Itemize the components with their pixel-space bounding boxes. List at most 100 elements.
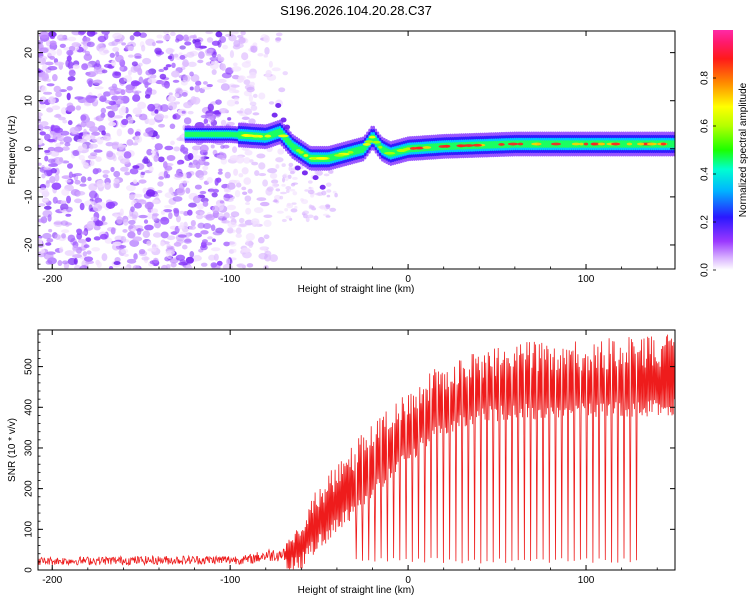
- heatmap-cell: [51, 182, 62, 190]
- heatmap-cell: [113, 87, 123, 94]
- heatmap-cell: [368, 135, 376, 139]
- heatmap-cell: [147, 103, 156, 112]
- heatmap-cell: [139, 32, 147, 38]
- colorbar-tick-label: 0.8: [700, 71, 711, 85]
- heatmap-cell: [252, 93, 258, 98]
- heatmap-cell: [285, 186, 292, 190]
- heatmap-cell: [550, 142, 562, 146]
- snr-xtick-label: -200: [42, 575, 62, 586]
- heatmap-cell: [275, 32, 283, 37]
- heatmap-cell: [241, 116, 250, 121]
- heatmap-cell: [251, 161, 259, 166]
- heatmap-cell: [43, 125, 51, 130]
- heatmap-cell: [223, 194, 234, 199]
- heatmap-cell: [194, 184, 202, 190]
- heatmap-cell: [46, 107, 54, 113]
- heatmap-cell: [250, 105, 258, 111]
- heatmap-cell: [178, 261, 188, 266]
- heatmap-cell: [326, 189, 332, 193]
- heatmap-cell: [231, 131, 235, 138]
- heatmap-cell: [170, 31, 176, 37]
- heatmap-cell: [151, 213, 158, 221]
- heatmap-cell: [247, 188, 253, 194]
- heatmap-cell: [206, 176, 213, 184]
- heatmap-cell: [96, 179, 105, 188]
- heatmap-cell: [131, 211, 139, 219]
- heatmap-cell: [226, 204, 237, 211]
- heatmap-cell: [176, 187, 186, 196]
- heatmap-cell: [157, 181, 164, 187]
- heatmap-cell: [72, 254, 83, 259]
- heatmap-cell: [442, 144, 451, 148]
- heatmap-cell: [65, 206, 73, 213]
- heatmap-cell: [244, 108, 253, 115]
- heatmap-cell: [279, 195, 284, 200]
- heatmap-cell: [290, 208, 298, 213]
- heatmap-cell: [227, 117, 232, 121]
- heatmap-cell: [492, 140, 495, 149]
- heatmap-cell: [187, 110, 194, 115]
- heatmap-cell: [44, 149, 51, 153]
- heatmap-cell: [294, 165, 301, 171]
- heatmap-cell: [107, 110, 115, 118]
- heatmap-cell: [646, 142, 658, 146]
- heatmap-cell: [120, 235, 127, 243]
- heatmap-cell: [77, 96, 87, 104]
- heatmap-cell: [130, 206, 135, 213]
- heatmap-cell: [102, 174, 109, 179]
- heatmap-cell: [620, 140, 623, 148]
- heatmap-cell: [223, 212, 230, 219]
- heatmap-cell: [113, 178, 120, 184]
- heatmap-cell: [432, 143, 435, 151]
- heatmap-cell: [263, 35, 270, 43]
- heatmap-cell: [38, 68, 41, 74]
- spectrogram-xtick-label: -100: [220, 274, 240, 285]
- heatmap-cell: [199, 131, 203, 138]
- heatmap-cell: [198, 51, 205, 59]
- heatmap-cell: [197, 131, 200, 138]
- heatmap-cell: [116, 95, 124, 100]
- heatmap-cell: [165, 263, 171, 269]
- heatmap-cell: [660, 142, 667, 146]
- heatmap-cell: [124, 171, 131, 176]
- heatmap-cell: [217, 39, 222, 48]
- heatmap-cell: [378, 145, 383, 149]
- heatmap-cell: [331, 153, 335, 161]
- heatmap-cell: [208, 131, 211, 138]
- heatmap-cell: [504, 140, 508, 149]
- heatmap-cell: [258, 172, 267, 177]
- heatmap-cell: [188, 164, 197, 168]
- heatmap-cell: [78, 31, 87, 35]
- heatmap-cell: [116, 216, 123, 225]
- heatmap-cell: [80, 114, 87, 121]
- colorbar-gradient: [713, 30, 733, 270]
- heatmap-cell: [226, 258, 231, 265]
- heatmap-cell: [178, 74, 186, 79]
- heatmap-cell: [104, 182, 111, 190]
- heatmap-cell: [93, 149, 103, 153]
- heatmap-cell: [113, 261, 121, 266]
- heatmap-cell: [88, 190, 98, 199]
- heatmap-cell: [200, 262, 208, 267]
- heatmap-cell: [233, 131, 237, 138]
- heatmap-cell: [104, 237, 113, 244]
- spectrogram-frame: [37, 30, 676, 270]
- heatmap-cell: [230, 31, 239, 35]
- heatmap-cell: [489, 140, 493, 149]
- snr-ytick-label: 200: [24, 480, 35, 497]
- heatmap-cell: [265, 69, 272, 77]
- heatmap-cell: [82, 162, 89, 167]
- heatmap-cell: [48, 163, 58, 168]
- snr-xtick-label: 0: [405, 575, 411, 586]
- heatmap-cell: [266, 186, 274, 192]
- heatmap-cell: [547, 140, 551, 148]
- heatmap-cell: [60, 200, 67, 204]
- spectrogram-x-ticks: -200 -100 0 100: [42, 31, 658, 285]
- heatmap-cell: [191, 131, 194, 138]
- heatmap-cell: [169, 123, 176, 130]
- heatmap-cell: [41, 96, 46, 103]
- heatmap-cell: [353, 147, 356, 156]
- heatmap-cell: [526, 140, 529, 148]
- heatmap-cell: [165, 47, 174, 55]
- heatmap-cell: [307, 180, 313, 184]
